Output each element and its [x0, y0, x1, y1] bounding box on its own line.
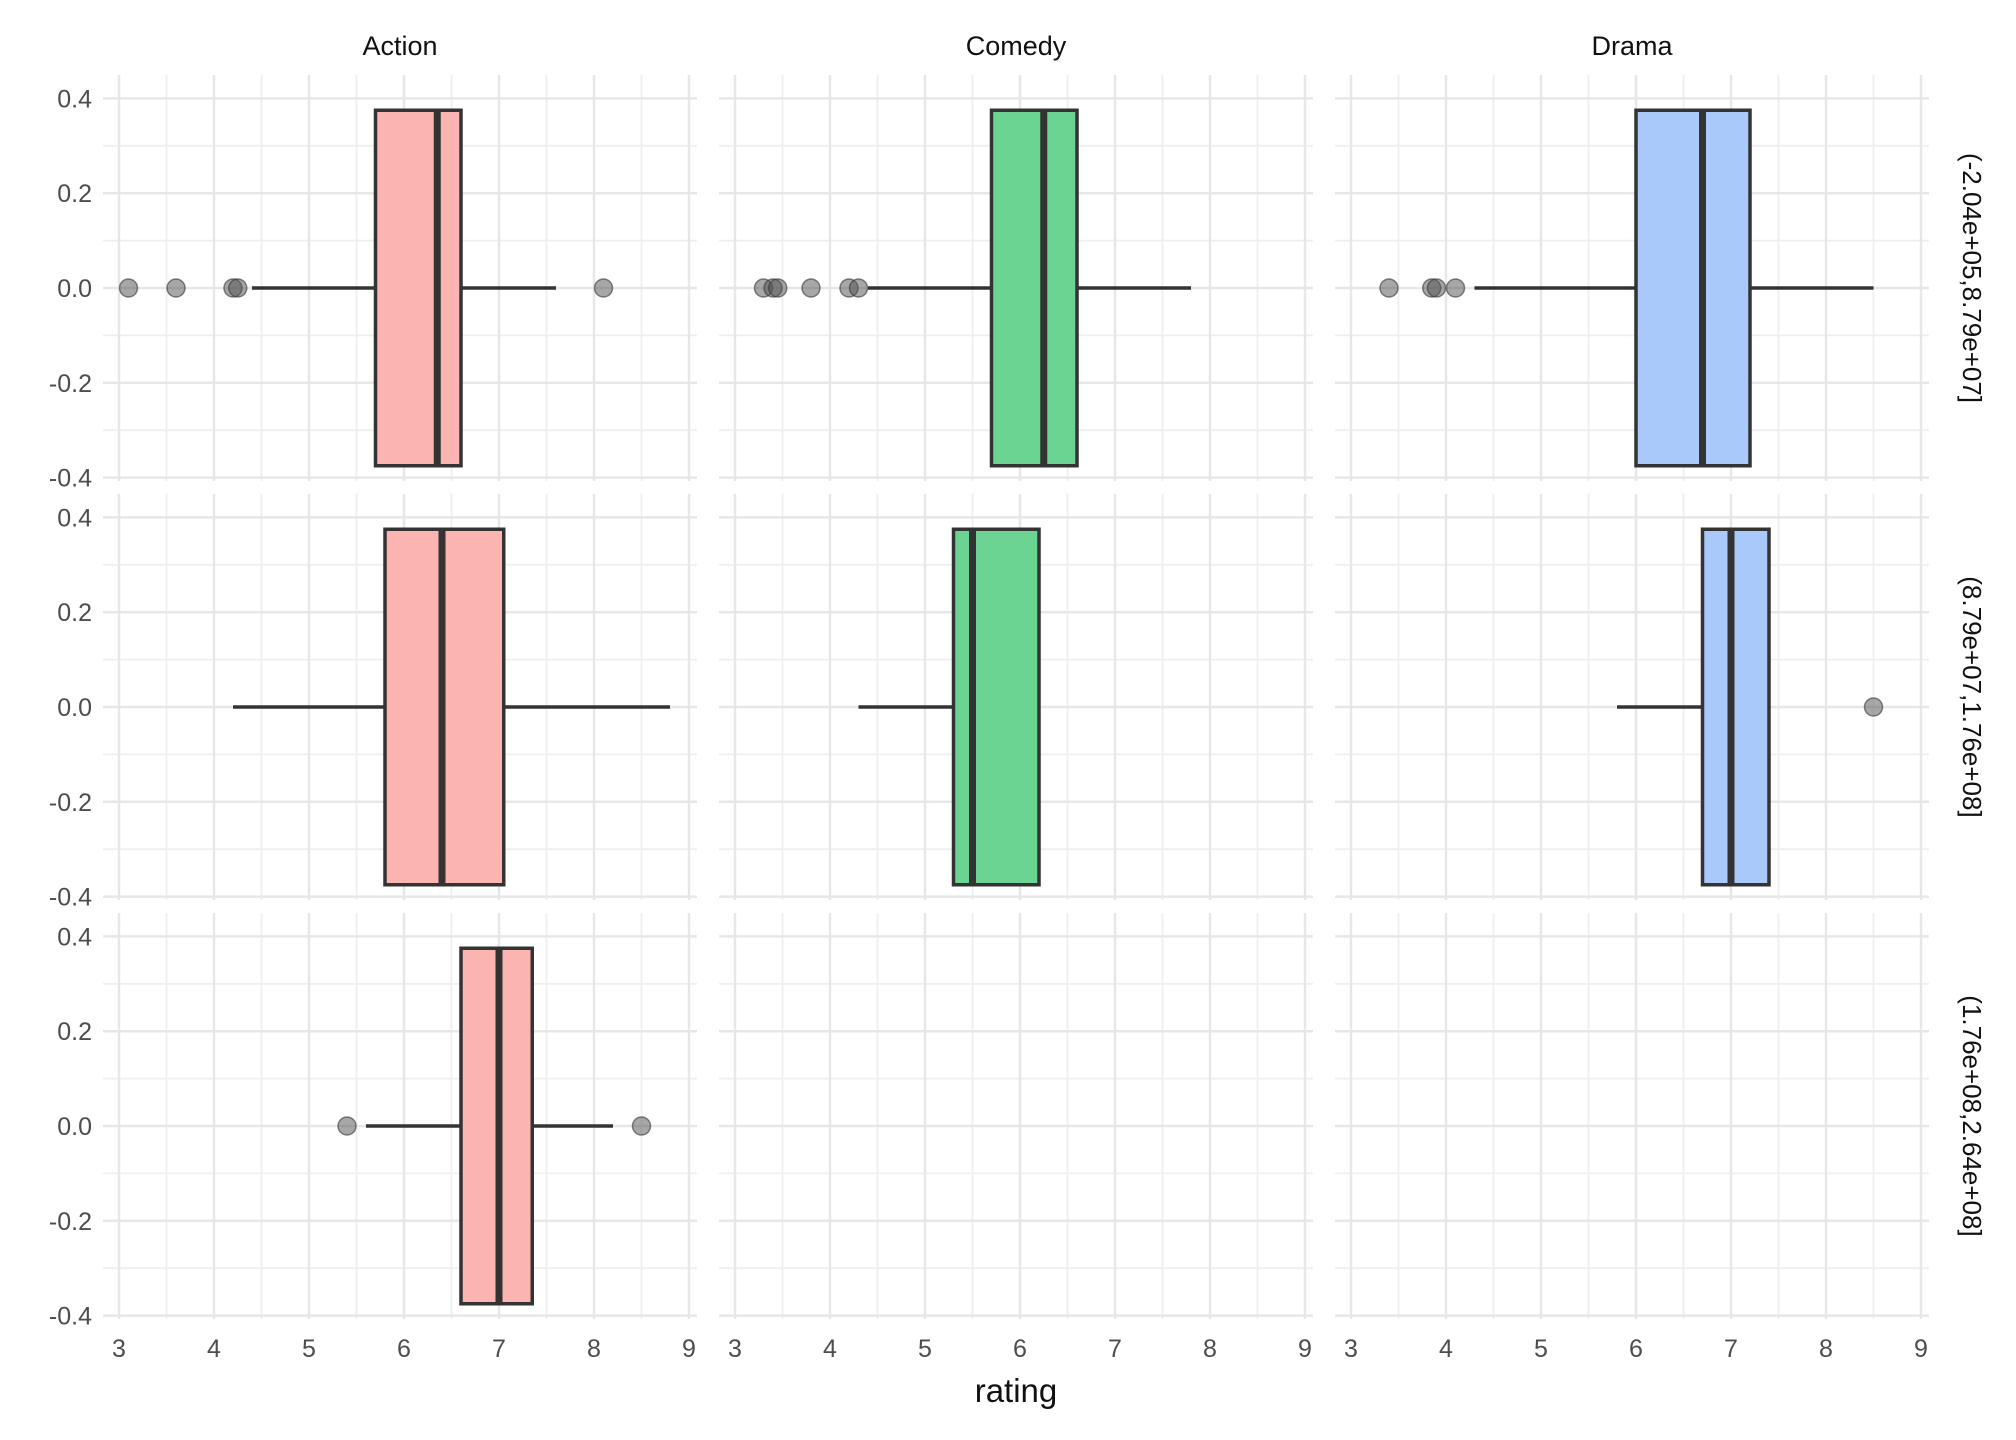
panel-background — [719, 913, 1313, 1319]
x-tick-label: 7 — [1724, 1335, 1738, 1363]
strip-label-row2: (1.76e+08,2.64e+08] — [1957, 995, 1987, 1236]
box-iqr — [989, 108, 1079, 468]
outlier-point — [801, 278, 821, 298]
facet-title-drama: Drama — [1591, 31, 1673, 61]
x-axis-title: rating — [974, 1372, 1058, 1409]
x-tick-label: 4 — [823, 1335, 837, 1363]
box-iqr — [1700, 527, 1771, 887]
grid-major — [719, 913, 1313, 1319]
outlier-point — [228, 278, 248, 298]
strip-label-row0: (-2.04e+05,8.79e+07] — [1957, 153, 1987, 403]
panel-background — [103, 913, 697, 1319]
y-tick-label: -0.4 — [49, 465, 92, 493]
y-tick-label: -0.2 — [49, 1208, 92, 1236]
panel-r2-c1 — [719, 913, 1313, 1319]
x-tick-label: 7 — [492, 1335, 506, 1363]
boxplot-action-row2 — [337, 946, 652, 1306]
outlier-point — [166, 278, 186, 298]
strip-label-row1: (8.79e+07,1.76e+08] — [1957, 576, 1987, 817]
outlier-point — [768, 278, 788, 298]
outlier-point — [1426, 278, 1447, 298]
x-tick-label: 3 — [1344, 1335, 1358, 1363]
outlier-point — [337, 1116, 357, 1136]
x-tick-label: 8 — [587, 1335, 601, 1363]
grid-minor — [1335, 494, 1929, 900]
grid-minor — [1335, 75, 1929, 481]
y-tick-label: -0.2 — [49, 789, 92, 817]
panel-r2-c0 — [103, 913, 697, 1319]
x-axis-tick-labels: 3 4 5 6 7 8 9 3 4 5 6 7 8 9 3 4 5 6 7 8 9 — [112, 1335, 1928, 1363]
x-tick-label: 4 — [207, 1335, 221, 1363]
panel-background — [1335, 913, 1929, 1319]
outlier-point — [118, 278, 139, 298]
y-tick-label: 0.4 — [57, 504, 92, 532]
panel-background — [1335, 494, 1929, 900]
outlier-point — [1379, 278, 1399, 298]
y-tick-label: 0.4 — [57, 85, 92, 113]
grid-minor — [103, 913, 697, 1319]
outlier-point — [1863, 697, 1884, 717]
x-tick-label: 3 — [112, 1335, 126, 1363]
y-tick-label: 0.2 — [57, 1018, 92, 1046]
facet-column-titles: Action Comedy Drama — [362, 31, 1673, 61]
panel-r1-c2 — [1335, 494, 1929, 900]
grid-major — [1335, 494, 1929, 900]
x-tick-label: 5 — [302, 1335, 316, 1363]
outlier-point — [593, 278, 614, 298]
x-tick-label: 7 — [1108, 1335, 1122, 1363]
y-tick-label: 0.0 — [57, 275, 92, 303]
outlier-point — [1445, 278, 1466, 298]
boxplot-drama-row0 — [1379, 108, 1874, 468]
grid-minor — [719, 913, 1313, 1319]
x-tick-label: 6 — [1629, 1335, 1643, 1363]
boxplot-drama-row1 — [1617, 527, 1884, 887]
facet-title-action: Action — [362, 31, 437, 61]
outlier-point — [848, 278, 869, 298]
boxplot-action-row0 — [118, 108, 614, 468]
y-tick-label: 0.0 — [57, 694, 92, 722]
x-tick-label: 4 — [1439, 1335, 1453, 1363]
outlier-point — [631, 1116, 652, 1136]
y-tick-label: -0.2 — [49, 370, 92, 398]
grid-major — [1335, 913, 1929, 1319]
x-tick-label: 5 — [918, 1335, 932, 1363]
y-tick-label: -0.4 — [49, 884, 92, 912]
y-tick-label: 0.4 — [57, 923, 92, 951]
panel-r0-c2 — [1335, 75, 1929, 481]
box-iqr — [373, 108, 463, 468]
grid-minor — [1335, 913, 1929, 1319]
x-tick-label: 5 — [1534, 1335, 1548, 1363]
x-tick-label: 6 — [1013, 1335, 1027, 1363]
y-tick-label: 0.2 — [57, 180, 92, 208]
y-tick-label: 0.0 — [57, 1113, 92, 1141]
x-tick-label: 8 — [1203, 1335, 1217, 1363]
y-axis-tick-labels: 0.4 0.2 0.0 -0.2 -0.4 0.4 0.2 0.0 -0.2 -0.4 0.4 0.2… — [49, 85, 92, 1330]
panel-r2-c2 — [1335, 913, 1929, 1319]
panel-background — [1335, 75, 1929, 481]
facet-row-strips: (-2.04e+05,8.79e+07] (8.79e+07,1.76e+08] (… — [1957, 153, 1987, 1237]
boxplot-comedy-row1 — [858, 527, 1041, 887]
facet-title-comedy: Comedy — [966, 31, 1067, 61]
boxplot-comedy-row0 — [753, 108, 1191, 468]
boxplot-action-row1 — [233, 527, 670, 887]
y-tick-label: 0.2 — [57, 599, 92, 627]
box-iqr — [1634, 108, 1752, 468]
y-tick-label: -0.4 — [49, 1303, 92, 1331]
x-tick-label: 9 — [1298, 1335, 1312, 1363]
x-tick-label: 3 — [728, 1335, 742, 1363]
x-tick-label: 9 — [682, 1335, 696, 1363]
x-tick-label: 6 — [397, 1335, 411, 1363]
x-tick-label: 9 — [1914, 1335, 1928, 1363]
x-tick-label: 8 — [1819, 1335, 1833, 1363]
box-iqr — [951, 527, 1041, 887]
